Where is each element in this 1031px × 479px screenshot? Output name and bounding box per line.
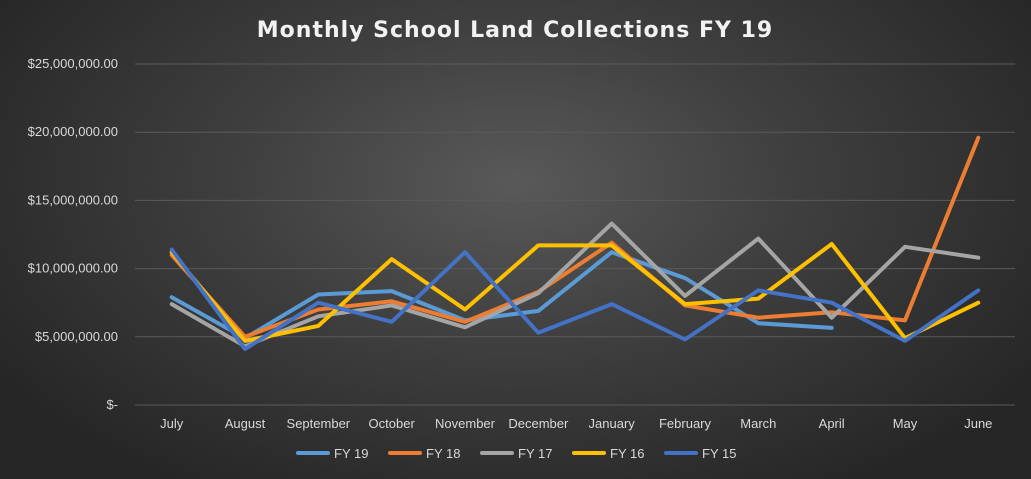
series-line-fy-18 [169,135,981,339]
x-tick-label: March [740,416,776,431]
x-tick-label: September [287,416,351,431]
y-tick-label: $10,000,000.00 [28,261,118,276]
x-tick-label: January [589,416,636,431]
y-axis-ticks: $- $5,000,000.00 $10,000,000.00 $15,000,000… [28,56,118,412]
x-tick-label: December [508,416,569,431]
x-tick-label: May [893,416,918,431]
legend-label: FY 18 [426,446,460,461]
legend-label: FY 17 [518,446,552,461]
legend-label: FY 15 [702,446,736,461]
series-line-fy-15 [169,247,981,352]
y-tick-label: $25,000,000.00 [28,56,118,71]
x-tick-label: June [964,416,992,431]
series-lines [169,135,981,352]
y-tick-label: $- [106,397,118,412]
legend-label: FY 16 [610,446,644,461]
x-tick-label: April [819,416,845,431]
legend: FY 19 FY 18 FY 17 FY 16 FY 15 [296,446,736,461]
x-tick-label: October [369,416,416,431]
legend-label: FY 19 [334,446,368,461]
series-line-fy-16 [169,242,981,343]
gridlines [135,63,1015,406]
x-tick-label: November [435,416,496,431]
chart-title: Monthly School Land Collections FY 19 [257,18,773,43]
x-tick-label: February [659,416,712,431]
series-line-fy-17 [169,221,981,349]
y-tick-label: $5,000,000.00 [35,329,118,344]
x-tick-label: July [160,416,184,431]
y-tick-label: $15,000,000.00 [28,192,118,207]
y-tick-label: $20,000,000.00 [28,124,118,139]
x-tick-label: August [225,416,266,431]
x-axis-ticks: July August September October November Decemb… [160,416,992,431]
